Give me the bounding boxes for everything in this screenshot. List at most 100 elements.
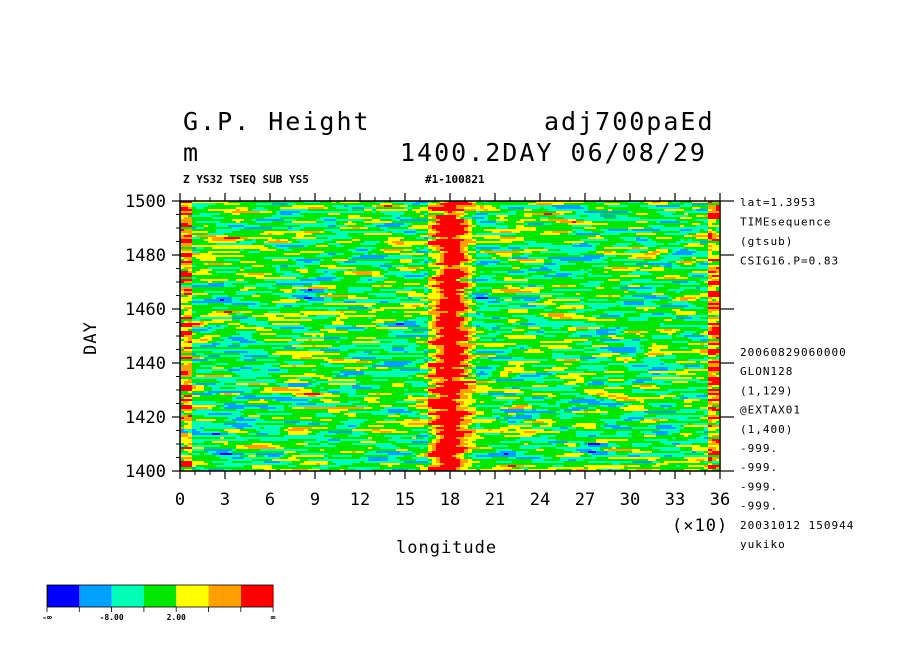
heatmap-cell [652,253,657,256]
heatmap-cell [652,229,657,232]
heatmap-cell [668,243,673,246]
heatmap-cell [400,225,405,228]
heatmap-cell [404,265,409,268]
heatmap-cell [656,267,661,270]
heatmap-cell [620,239,625,242]
heatmap-cell [192,237,197,240]
heatmap-cell [560,221,565,224]
heatmap-cell [576,249,581,252]
heatmap-cell [376,225,381,228]
heatmap-cell [616,241,621,244]
heatmap-cell [344,205,349,208]
heatmap-cell [576,227,581,230]
heatmap-cell [336,229,341,232]
heatmap-cell [396,269,401,272]
heatmap-cell [608,217,613,220]
heatmap-cell [256,271,261,274]
heatmap-cell [456,237,461,240]
heatmap-cell [196,227,201,230]
heatmap-cell [568,227,573,230]
heatmap-cell [512,267,517,270]
heatmap-cell [416,217,421,220]
heatmap-cell [352,259,357,262]
heatmap-cell [180,211,185,214]
heatmap-cell [624,265,629,268]
heatmap-cell [568,267,573,270]
heatmap-cell [576,211,581,214]
heatmap-cell [696,207,701,210]
heatmap-cell [384,201,389,204]
heatmap-cell [496,265,501,268]
heatmap-cell [456,261,461,264]
heatmap-cell [220,225,225,228]
heatmap-cell [432,209,437,212]
heatmap-cell [400,243,405,246]
heatmap-cell [636,249,641,252]
heatmap-cell [616,237,621,240]
heatmap-cell [252,205,257,208]
heatmap-cell [516,227,521,230]
heatmap-cell [304,259,309,262]
heatmap-cell [224,205,229,208]
heatmap-cell [476,219,481,222]
heatmap-cell [376,259,381,262]
heatmap-cell [580,201,585,204]
heatmap-cell [684,259,689,262]
heatmap-cell [412,241,417,244]
heatmap-cell [512,207,517,210]
heatmap-cell [368,253,373,256]
heatmap-cell [380,271,385,274]
heatmap-cell [524,271,529,274]
heatmap-cell [644,269,649,272]
heatmap-cell [612,231,617,234]
heatmap-cell [248,267,253,270]
heatmap-cell [468,201,473,204]
heatmap-cell [716,251,721,254]
heatmap-cell [448,233,453,236]
heatmap-cell [252,273,257,276]
heatmap-cell [616,263,621,266]
heatmap-cell [368,237,373,240]
heatmap-cell [580,211,585,214]
heatmap-cell [348,251,353,254]
heatmap-cell [672,231,677,234]
heatmap-cell [396,243,401,246]
heatmap-cell [488,249,493,252]
heatmap-cell [632,263,637,266]
heatmap-cell [356,267,361,270]
heatmap-cell [476,267,481,270]
heatmap-cell [284,211,289,214]
heatmap-cell [528,203,533,206]
heatmap-cell [564,215,569,218]
heatmap-cell [200,245,205,248]
heatmap-cell [348,205,353,208]
heatmap-cell [276,259,281,262]
heatmap-cell [556,225,561,228]
heatmap-cell [476,215,481,218]
heatmap-cell [412,259,417,262]
heatmap-cell [424,239,429,242]
heatmap-cell [244,237,249,240]
heatmap-cell [312,205,317,208]
heatmap-cell [380,259,385,262]
heatmap-cell [492,231,497,234]
heatmap-cell [396,215,401,218]
heatmap-cell [580,237,585,240]
heatmap-cell [260,255,265,258]
heatmap-cell [352,269,357,272]
heatmap-cell [704,257,709,260]
heatmap-cell [464,201,469,204]
heatmap-cell [212,203,217,206]
heatmap-cell [408,229,413,232]
heatmap-cell [480,239,485,242]
heatmap-cell [548,237,553,240]
heatmap-cell [484,253,489,256]
heatmap-cell [452,235,457,238]
heatmap-cell [272,227,277,230]
heatmap-cell [192,251,197,254]
heatmap-cell [388,201,393,204]
heatmap-cell [488,273,493,276]
heatmap-cell [356,203,361,206]
heatmap-cell [436,251,441,254]
heatmap-cell [708,207,713,210]
